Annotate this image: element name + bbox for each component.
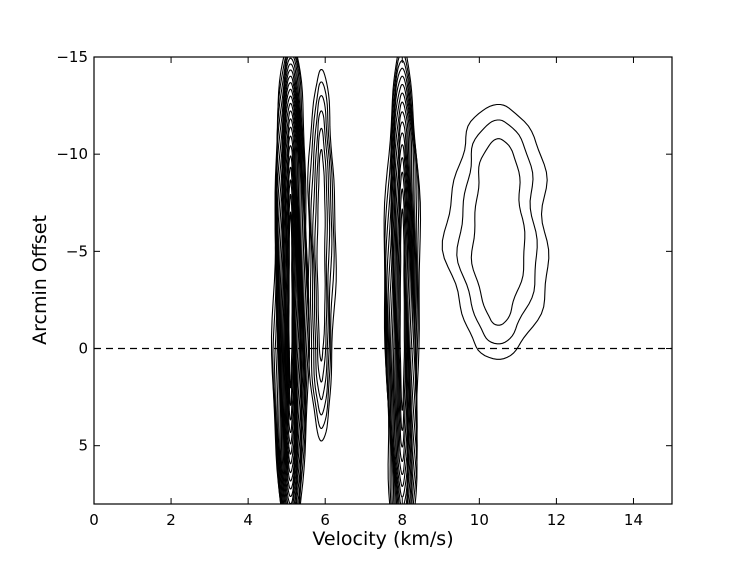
contour-level — [399, 208, 405, 411]
x-tick-label: 8 — [397, 511, 407, 529]
y-tick-label: 0 — [78, 340, 88, 358]
y-axis-label: Arcmin Offset — [29, 215, 51, 345]
contour-level — [310, 95, 333, 416]
contour-level — [287, 194, 294, 406]
contour-level — [270, 57, 311, 504]
y-tick-label: −15 — [56, 48, 88, 66]
contour-level — [393, 132, 411, 487]
x-tick-label: 2 — [166, 511, 176, 529]
x-tick-label: 0 — [89, 511, 99, 529]
contour-level — [286, 179, 295, 421]
x-axis-ticks: 0 2 4 6 8 10 12 14 — [89, 57, 643, 529]
contour-level — [272, 57, 310, 504]
contour-level — [285, 166, 295, 434]
contour-level — [307, 69, 337, 442]
x-tick-label: 12 — [547, 511, 566, 529]
contour-level — [383, 57, 422, 504]
plot-frame — [93, 56, 673, 505]
contour-level — [316, 149, 326, 362]
contour-level — [385, 60, 418, 504]
x-tick-label: 4 — [243, 511, 253, 529]
x-tick-label: 10 — [470, 511, 489, 529]
contour-level — [394, 144, 410, 476]
contour-level — [397, 171, 407, 448]
contour-level — [280, 102, 301, 497]
contour-level — [277, 82, 303, 504]
contour-level — [398, 188, 406, 431]
contour-level — [441, 103, 550, 360]
contour-level — [391, 101, 415, 504]
x-tick-label: 14 — [624, 511, 643, 529]
contour-level — [308, 81, 335, 429]
x-tick-label: 6 — [320, 511, 330, 529]
y-tick-label: −10 — [56, 145, 88, 163]
contour-level — [387, 75, 417, 504]
contour-level — [384, 57, 420, 504]
y-axis-ticks: −15 −10 −5 0 5 — [56, 48, 672, 455]
contour-level — [276, 69, 305, 504]
y-tick-label: −5 — [66, 242, 88, 260]
contour-level — [277, 75, 304, 504]
contour-lines — [270, 57, 550, 504]
contour-level — [279, 95, 302, 504]
contour-level — [470, 138, 526, 326]
contour-level — [396, 157, 409, 463]
contour-level — [386, 67, 418, 504]
contour-level — [314, 127, 328, 383]
contour-level — [456, 119, 538, 345]
contour-level — [312, 110, 331, 401]
y-tick-label: 5 — [78, 437, 88, 455]
contour-level — [278, 88, 302, 504]
x-axis-label: Velocity (km/s) — [312, 528, 453, 550]
contour-level — [388, 83, 417, 504]
contour-level — [282, 118, 300, 482]
contour-level — [288, 211, 293, 389]
contour-level — [284, 155, 296, 445]
